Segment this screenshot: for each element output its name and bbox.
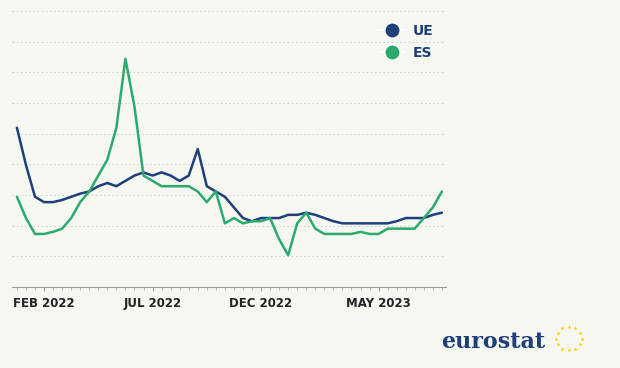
Legend: UE, ES: UE, ES <box>373 18 440 66</box>
Text: eurostat: eurostat <box>441 331 546 353</box>
